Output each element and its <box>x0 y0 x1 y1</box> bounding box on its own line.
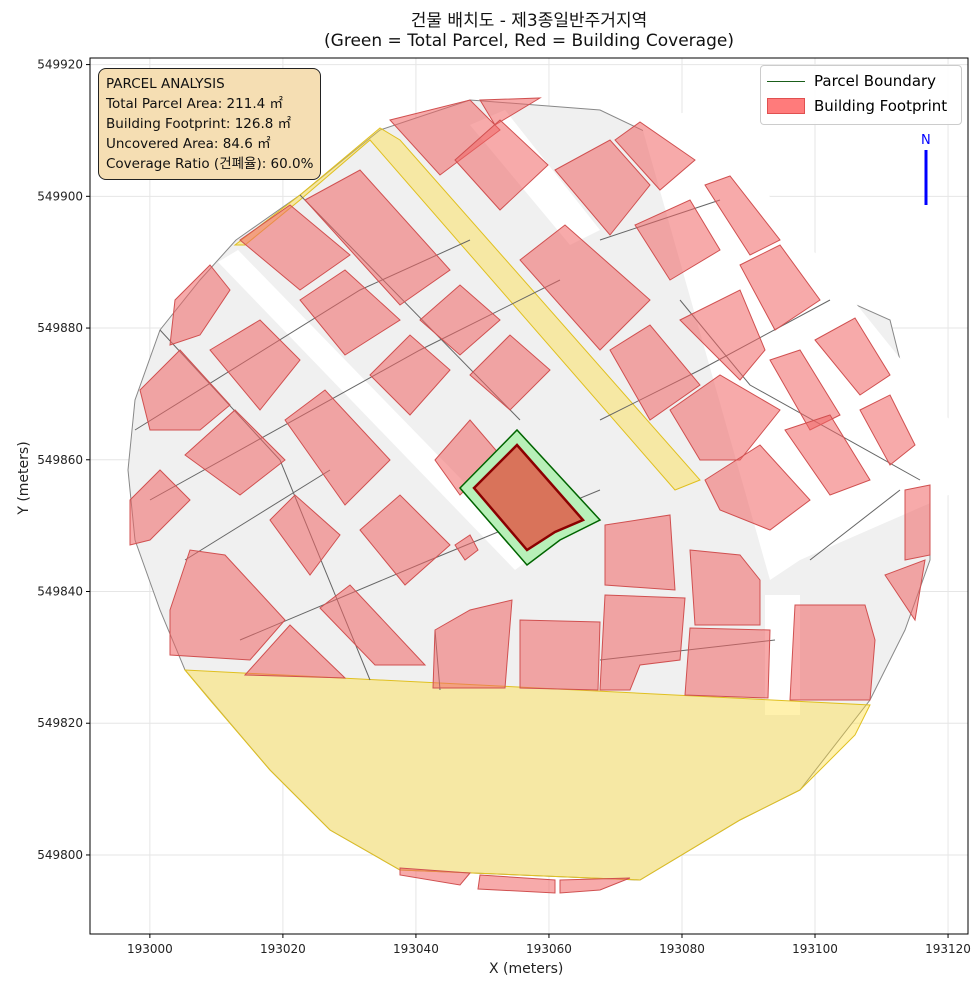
roads-yellow <box>183 127 871 881</box>
x-tick-label: 193120 <box>925 942 971 956</box>
x-tick-label: 193100 <box>792 942 838 956</box>
legend-item-parcel-boundary: Parcel Boundary <box>767 72 936 90</box>
north-arrow-label: N <box>921 133 931 148</box>
y-tick-label: 549800 <box>37 848 83 862</box>
x-tick-label: 193040 <box>393 942 439 956</box>
x-tick-label: 193080 <box>659 942 705 956</box>
x-tick-label: 193060 <box>526 942 572 956</box>
x-tick-label: 193000 <box>127 942 173 956</box>
parcel-analysis-box: PARCEL ANALYSIS Total Parcel Area: 211.4… <box>98 68 322 180</box>
info-coverage-ratio: Coverage Ratio (건폐율): 60.0% <box>106 156 314 172</box>
legend: Parcel Boundary Building Footprint <box>760 65 962 125</box>
y-axis-label: Y (meters) <box>16 441 32 515</box>
info-building-footprint: Building Footprint: 126.8 ㎡ <box>106 116 292 132</box>
chart-title-line1: 건물 배치도 - 제3종일반주거지역 <box>410 11 648 31</box>
legend-label: Parcel Boundary <box>814 72 937 90</box>
y-tick-label: 549840 <box>37 585 83 599</box>
y-tick-label: 549900 <box>37 189 83 203</box>
x-tick-label: 193020 <box>260 942 306 956</box>
buildings <box>129 97 931 894</box>
building-footprint-swatch <box>767 98 805 114</box>
chart-title-line2: (Green = Total Parcel, Red = Building Co… <box>324 31 734 51</box>
y-tick-label: 549820 <box>37 716 83 730</box>
info-heading: PARCEL ANALYSIS <box>106 76 225 92</box>
y-tick-label: 549860 <box>37 453 83 467</box>
x-axis-label: X (meters) <box>489 961 564 977</box>
y-tick-label: 549880 <box>37 321 83 335</box>
parcel-boundary-swatch <box>767 80 805 82</box>
info-total-area: Total Parcel Area: 211.4 ㎡ <box>106 96 283 112</box>
legend-item-building-footprint: Building Footprint <box>767 97 947 115</box>
info-uncovered-area: Uncovered Area: 84.6 ㎡ <box>106 136 271 152</box>
y-tick-label: 549920 <box>37 58 83 72</box>
legend-label: Building Footprint <box>814 97 948 115</box>
target-building <box>472 443 586 552</box>
axis-ticks: 193000 193020 193040 193060 193080 193100 1931… <box>37 58 971 956</box>
